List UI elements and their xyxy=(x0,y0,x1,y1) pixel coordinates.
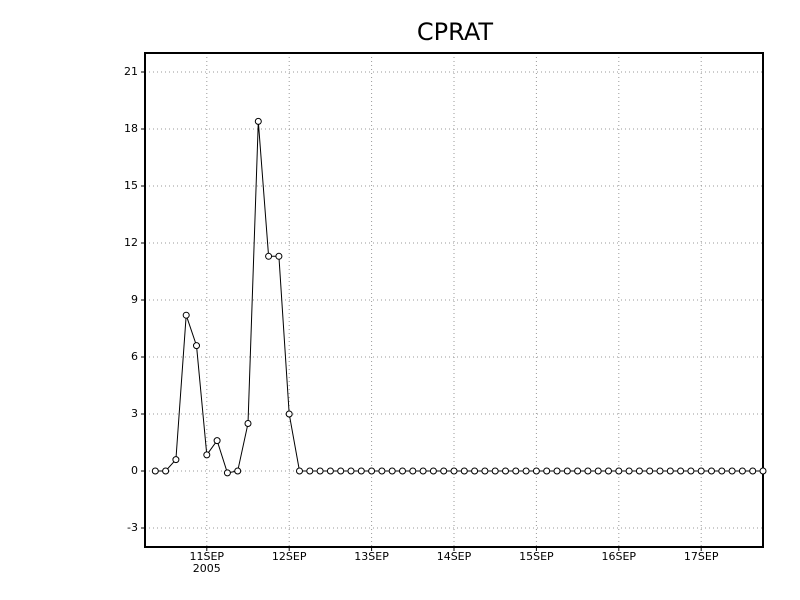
point xyxy=(213,437,221,445)
point xyxy=(326,467,334,475)
point xyxy=(234,467,242,475)
point xyxy=(574,467,582,475)
point xyxy=(182,311,190,319)
point xyxy=(666,467,674,475)
y-tick-label: 3 xyxy=(131,407,138,420)
point xyxy=(543,467,551,475)
y-tick-label: 9 xyxy=(131,293,138,306)
point xyxy=(337,467,345,475)
point xyxy=(265,252,273,260)
y-tick-label: 6 xyxy=(131,350,138,363)
point xyxy=(594,467,602,475)
point xyxy=(646,467,654,475)
point xyxy=(378,467,386,475)
x-tick-label: 17SEP xyxy=(684,550,719,563)
point xyxy=(399,467,406,475)
point xyxy=(718,467,726,475)
x-tick-label: 15SEP xyxy=(519,550,554,563)
point xyxy=(584,467,592,475)
point xyxy=(368,467,376,475)
point xyxy=(275,252,283,260)
point xyxy=(296,467,303,475)
point xyxy=(656,467,664,475)
y-tick-label: -3 xyxy=(127,521,138,534)
y-tick-label: 18 xyxy=(124,122,138,135)
point xyxy=(532,467,540,475)
point xyxy=(193,342,200,350)
point xyxy=(512,467,520,475)
point xyxy=(491,467,499,475)
point xyxy=(749,467,757,475)
point xyxy=(429,467,437,475)
point xyxy=(316,467,324,475)
point xyxy=(481,467,489,475)
point xyxy=(347,467,355,475)
point xyxy=(728,467,736,475)
point xyxy=(450,467,458,475)
point xyxy=(471,467,479,475)
y-tick-label: 0 xyxy=(131,464,138,477)
x-tick-label: 16SEP xyxy=(602,550,637,563)
point xyxy=(738,467,746,475)
point xyxy=(162,467,170,475)
point xyxy=(635,467,643,475)
year-label: 2005 xyxy=(193,562,221,575)
point xyxy=(553,467,561,475)
point xyxy=(203,451,211,459)
point xyxy=(172,456,180,464)
point xyxy=(563,467,571,475)
x-tick-label: 11SEP xyxy=(190,550,225,563)
y-tick-label: 15 xyxy=(124,179,138,192)
y-tick-label: 12 xyxy=(124,236,138,249)
chart-title: CPRAT xyxy=(417,18,493,46)
point xyxy=(697,467,705,475)
point xyxy=(285,410,293,418)
point xyxy=(677,467,685,475)
point xyxy=(759,467,767,475)
point xyxy=(625,467,633,475)
line xyxy=(155,121,763,474)
point xyxy=(388,467,396,475)
point xyxy=(306,467,314,475)
point xyxy=(687,467,695,475)
point xyxy=(223,469,231,477)
point xyxy=(254,117,262,125)
point xyxy=(522,467,530,475)
point xyxy=(151,467,159,475)
point xyxy=(460,467,468,475)
point xyxy=(708,467,715,475)
point xyxy=(605,467,612,475)
point xyxy=(502,467,509,475)
x-tick-label: 14SEP xyxy=(437,550,472,563)
point xyxy=(409,467,417,475)
point xyxy=(419,467,427,475)
point xyxy=(440,467,448,475)
plot-frame xyxy=(144,52,764,548)
y-tick-label: 21 xyxy=(124,65,138,78)
x-tick-label: 12SEP xyxy=(272,550,307,563)
point xyxy=(244,420,252,427)
point xyxy=(615,467,623,475)
point xyxy=(357,467,365,475)
x-tick-label: 13SEP xyxy=(354,550,389,563)
